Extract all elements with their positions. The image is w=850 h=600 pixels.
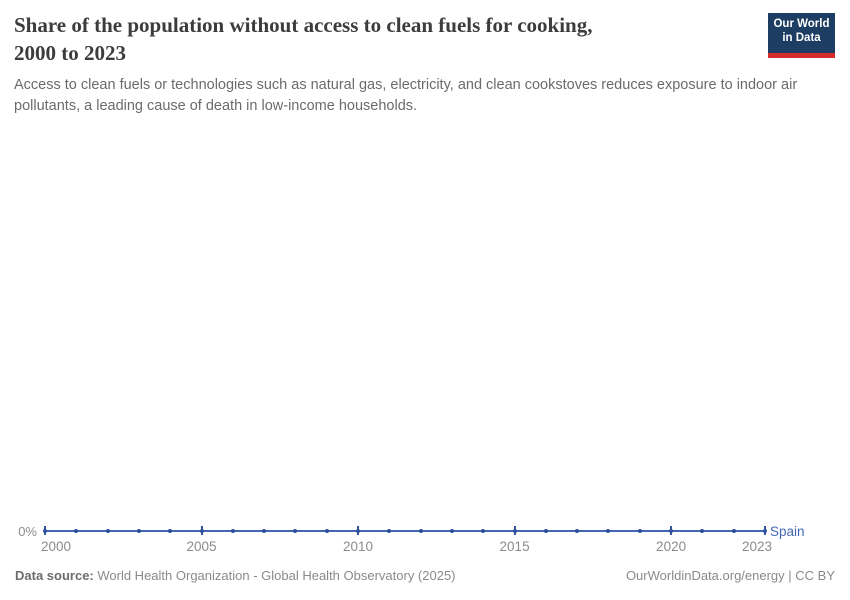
footer-datasource: Data source: World Health Organization -… (15, 568, 456, 583)
page-title: Share of the population without access t… (14, 11, 592, 67)
data-point[interactable] (449, 529, 454, 533)
data-point[interactable] (575, 529, 580, 533)
x-tick-label: 2000 (40, 539, 72, 554)
data-point[interactable] (324, 529, 329, 533)
data-point[interactable] (543, 529, 548, 533)
x-tick-mark (44, 526, 46, 535)
x-tick-mark (200, 526, 203, 535)
data-point[interactable] (700, 529, 705, 533)
chart-subtitle-line1: Access to clean fuels or technologies su… (14, 77, 798, 93)
data-point[interactable] (731, 529, 736, 533)
x-tick-label: 2015 (499, 539, 530, 554)
series-line-spain[interactable] (45, 530, 765, 532)
owid-logo-line1: Our World (773, 18, 830, 30)
data-point[interactable] (230, 529, 235, 533)
data-point[interactable] (74, 529, 79, 533)
data-point[interactable] (637, 529, 642, 533)
data-point[interactable] (105, 529, 110, 533)
page-title-line2: 2000 to 2023 (14, 41, 126, 65)
y-axis-tick-label: 0% (18, 524, 37, 539)
data-point[interactable] (387, 529, 392, 533)
data-point[interactable] (293, 529, 298, 533)
data-point[interactable] (418, 529, 423, 533)
x-tick-mark (513, 526, 516, 535)
footer-credit-link[interactable]: OurWorldinData.org/energy | CC BY (625, 568, 835, 583)
x-tick-label: 2005 (186, 539, 217, 554)
data-point[interactable] (262, 529, 267, 533)
chart-subtitle-line2: pollutants, a leading cause of death in … (14, 98, 418, 114)
data-point[interactable] (136, 529, 141, 533)
chart-subtitle: Access to clean fuels or technologies su… (14, 75, 797, 117)
x-tick-label: 2010 (343, 539, 374, 554)
owid-logo-line2: in Data (782, 31, 821, 44)
datasource-text: World Health Organization - Global Healt… (93, 568, 456, 583)
x-tick-label: 2023 (741, 539, 773, 554)
datasource-label: Data source: (15, 568, 94, 583)
x-tick-label: 2020 (656, 539, 687, 554)
x-tick-mark (670, 526, 673, 535)
x-tick-mark (764, 526, 766, 535)
page-title-line1: Share of the population without access t… (14, 13, 593, 37)
data-point[interactable] (481, 529, 486, 533)
data-point[interactable] (606, 529, 611, 533)
x-tick-mark (357, 526, 360, 535)
owid-logo[interactable]: Our World in Data (768, 13, 835, 58)
data-point[interactable] (168, 529, 173, 533)
entity-label-spain[interactable]: Spain (770, 524, 805, 539)
